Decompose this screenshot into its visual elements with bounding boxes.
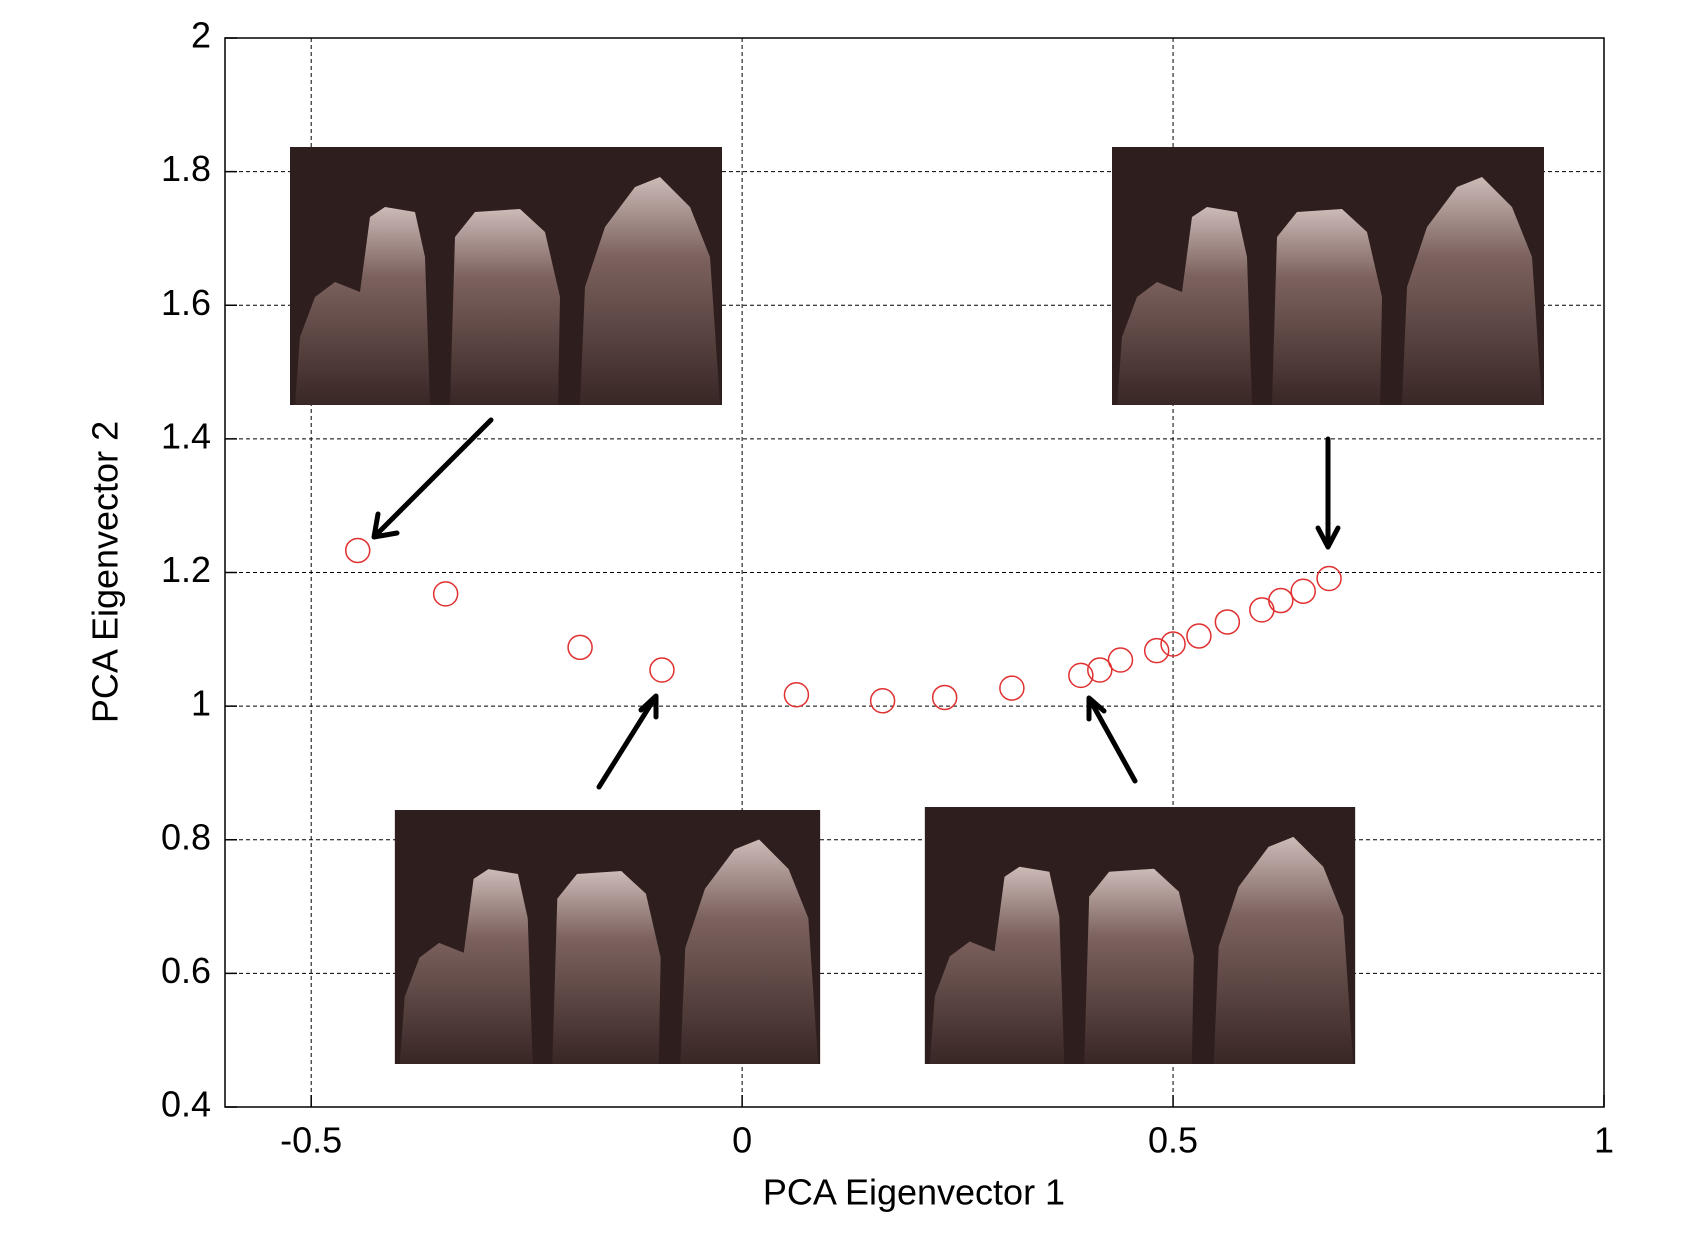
point xyxy=(1316,565,1342,592)
arrow xyxy=(1086,695,1138,784)
point xyxy=(1107,647,1134,673)
inset-image xyxy=(1112,147,1544,405)
point xyxy=(1249,597,1275,623)
x-tick-label: 0.5 xyxy=(1148,1120,1198,1161)
arrows xyxy=(371,417,1341,790)
y-tick-label: 1 xyxy=(191,683,211,724)
point xyxy=(567,634,593,661)
arrow xyxy=(596,693,659,790)
x-tick-label: 0 xyxy=(732,1120,752,1161)
inset-image xyxy=(924,807,1356,1064)
points xyxy=(344,537,1342,714)
y-axis-title: PCA Eigenvector 2 xyxy=(85,421,126,723)
point xyxy=(931,684,958,711)
point xyxy=(1087,657,1113,683)
y-tick-label: 1.2 xyxy=(161,549,211,590)
point xyxy=(1160,631,1186,657)
y-tick-label: 1.6 xyxy=(161,282,211,323)
inset-image xyxy=(394,810,821,1064)
y-tick-label: 2 xyxy=(191,15,211,56)
x-tick-label: -0.5 xyxy=(280,1120,342,1161)
arrow xyxy=(371,417,494,540)
point xyxy=(1290,578,1316,604)
arrow xyxy=(1315,436,1341,550)
y-tick-label: 1.8 xyxy=(161,148,211,189)
point xyxy=(1268,587,1294,614)
point xyxy=(649,657,675,683)
point xyxy=(869,688,896,714)
y-tick-label: 0.6 xyxy=(161,950,211,991)
y-tick-label: 0.4 xyxy=(161,1084,211,1125)
point xyxy=(999,675,1025,701)
point xyxy=(1214,609,1241,635)
point xyxy=(1186,623,1212,649)
y-tick-label: 1.4 xyxy=(161,415,211,456)
point xyxy=(1068,662,1094,689)
point xyxy=(783,682,810,708)
point xyxy=(344,537,371,564)
insets xyxy=(290,147,1544,1064)
inset-image xyxy=(290,147,722,405)
point xyxy=(432,581,459,607)
y-tick-label: 0.8 xyxy=(161,816,211,857)
point xyxy=(1143,637,1170,664)
x-axis-title: PCA Eigenvector 1 xyxy=(763,1172,1065,1213)
x-tick-label: 1 xyxy=(1594,1120,1614,1161)
